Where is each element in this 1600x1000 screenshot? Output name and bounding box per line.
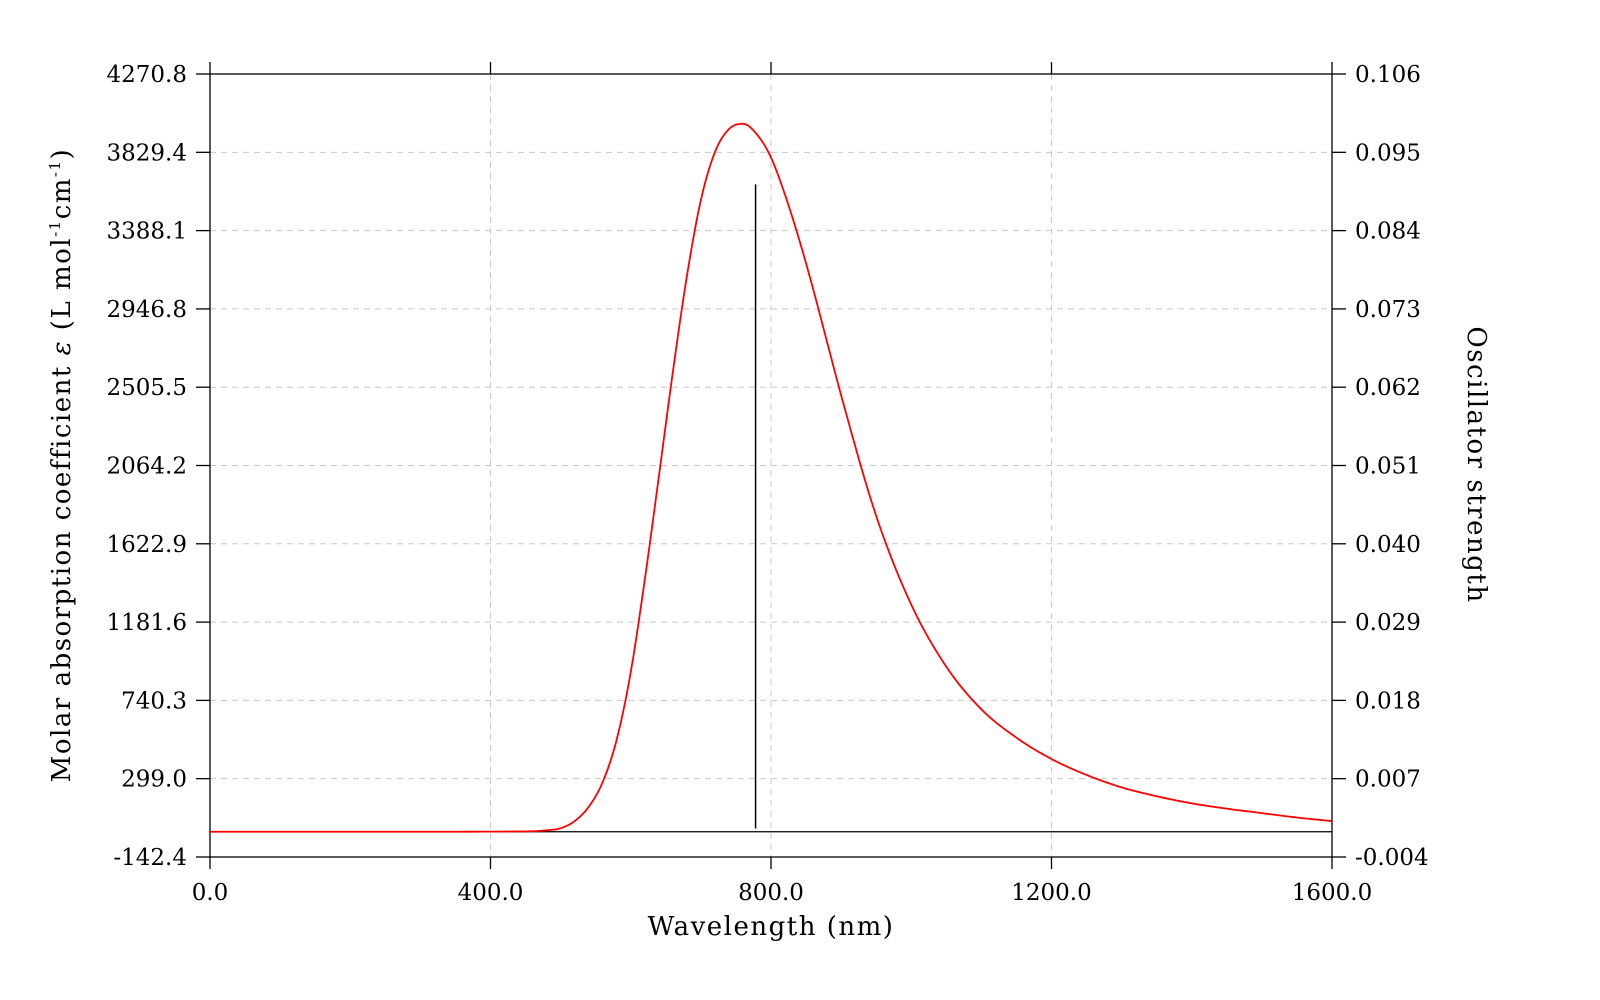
x-axis-ticks: 0.0 400.0 800.0 1200.0 1600.0	[192, 62, 1372, 906]
epsilon-symbol: ε	[47, 340, 77, 355]
right-y-tick-label: 0.095	[1355, 140, 1421, 166]
grid-lines	[210, 74, 1332, 857]
left-y-axis-title-mid: cm	[47, 177, 77, 219]
x-tick-label: 1200.0	[1011, 880, 1091, 906]
x-axis-title: Wavelength (nm)	[648, 912, 895, 942]
left-y-tick-label: 2946.8	[107, 297, 187, 323]
left-y-axis-title-open: (L mol	[47, 237, 77, 340]
right-y-tick-label: 0.106	[1355, 62, 1421, 88]
left-y-axis-title: Molar absorption coefficient ε (L mol-1c…	[46, 148, 77, 782]
left-y-tick-label: 299.0	[121, 767, 187, 793]
x-tick-label: 0.0	[192, 880, 229, 906]
left-y-axis-ticks: -142.4 299.0 740.3 1181.6 1622.9 2064.2 2505.5…	[107, 62, 210, 871]
right-y-tick-label: 0.051	[1355, 454, 1421, 480]
right-y-tick-label: 0.062	[1355, 375, 1421, 401]
left-y-tick-label: 2505.5	[107, 375, 187, 401]
right-y-tick-label: 0.018	[1355, 688, 1421, 714]
left-y-axis-title-prefix: Molar absorption coefficient	[47, 355, 77, 782]
left-y-tick-label: 3829.4	[107, 140, 187, 166]
left-y-tick-label: 1622.9	[107, 532, 187, 558]
left-y-tick-label: 1181.6	[107, 610, 187, 636]
left-y-axis-title-sup2: -1	[46, 159, 64, 177]
right-y-tick-label: -0.004	[1355, 845, 1429, 871]
right-y-tick-label: 0.007	[1355, 767, 1421, 793]
left-y-axis-title-close: )	[47, 148, 77, 160]
left-y-tick-label: 740.3	[121, 688, 187, 714]
right-y-tick-label: 0.073	[1355, 297, 1421, 323]
absorption-curve	[210, 122, 1333, 833]
left-y-axis-title-sup1: -1	[46, 219, 64, 237]
left-y-tick-label: -142.4	[113, 845, 187, 871]
right-y-axis-ticks: -0.004 0.007 0.018 0.029 0.040 0.051 0.062 0.07…	[1332, 62, 1429, 871]
left-y-tick-label: 4270.8	[107, 62, 187, 88]
left-y-tick-label: 3388.1	[107, 219, 187, 245]
x-tick-label: 1600.0	[1292, 880, 1372, 906]
x-tick-label: 400.0	[458, 880, 524, 906]
right-y-tick-label: 0.029	[1355, 610, 1421, 636]
right-y-tick-label: 0.040	[1355, 532, 1421, 558]
right-y-tick-label: 0.084	[1355, 219, 1421, 245]
left-y-tick-label: 2064.2	[107, 454, 187, 480]
x-tick-label: 800.0	[738, 880, 804, 906]
right-y-axis-title: Oscillator strength	[1461, 326, 1491, 603]
